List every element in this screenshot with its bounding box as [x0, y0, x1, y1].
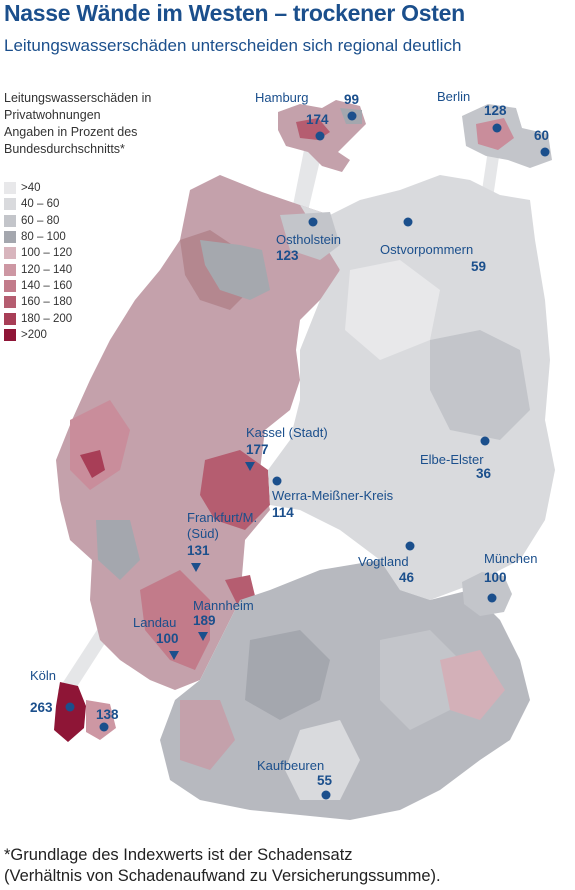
legend-title-line: Bundesdurchschnitts* — [4, 142, 125, 156]
marker-ostvorpommern — [403, 217, 413, 227]
label-frankfurt-2: (Süd) — [187, 526, 219, 541]
marker-frankfurt — [191, 563, 201, 572]
legend-swatch — [4, 312, 16, 325]
legend-item: 140 – 160 — [4, 278, 72, 294]
legend-label: 180 – 200 — [21, 312, 73, 325]
legend-title: Leitungswasserschäden in Privatwohnungen… — [4, 90, 194, 158]
footnote-line: (Verhältnis von Schadenaufwand zu Versic… — [4, 867, 441, 885]
value-berlin: 128 — [484, 103, 507, 118]
marker-berlin-2 — [540, 147, 550, 157]
legend-label: >200 — [21, 328, 47, 341]
legend-item: 180 – 200 — [4, 310, 72, 326]
legend-item: 120 – 140 — [4, 261, 72, 277]
legend-label: 40 – 60 — [21, 198, 60, 211]
label-kassel: Kassel (Stadt) — [246, 425, 328, 440]
legend-item: 80 – 100 — [4, 229, 72, 245]
label-landau: Landau — [133, 615, 176, 630]
legend-swatch — [4, 247, 16, 260]
marker-kassel — [245, 462, 255, 471]
label-werra: Werra-Meißner-Kreis — [272, 488, 394, 503]
value-werra: 114 — [272, 505, 294, 520]
legend-item: >40 — [4, 180, 72, 196]
value-muenchen: 100 — [484, 570, 507, 585]
marker-vogtland — [405, 541, 415, 551]
germany-south — [160, 560, 530, 820]
marker-ostholstein — [308, 217, 318, 227]
legend-label: 80 – 100 — [21, 231, 66, 244]
marker-hamburg — [315, 131, 325, 141]
label-kaufbeuren: Kaufbeuren — [257, 758, 324, 773]
germany-east — [268, 175, 555, 600]
label-elbe-elster: Elbe-Elster — [420, 452, 484, 467]
legend-swatch — [4, 296, 16, 309]
label-hamburg: Hamburg — [255, 90, 308, 105]
marker-koeln — [65, 702, 75, 712]
label-vogtland: Vogtland — [358, 554, 409, 569]
value-landau: 100 — [156, 631, 179, 646]
value-ostholstein: 123 — [276, 248, 299, 263]
value-kassel: 177 — [246, 442, 269, 457]
label-muenchen: München — [484, 551, 537, 566]
legend-item: >200 — [4, 327, 72, 343]
germany-west — [56, 175, 345, 690]
value-ostvorpommern: 59 — [471, 259, 486, 274]
value-kaufbeuren: 55 — [317, 773, 333, 788]
legend-title-line: Privatwohnungen — [4, 108, 101, 122]
inset-muenchen — [462, 572, 512, 616]
value-koeln-2: 138 — [96, 707, 119, 722]
legend-label: 140 – 160 — [21, 279, 73, 292]
value-hamburg-2: 99 — [344, 92, 359, 107]
legend-swatch — [4, 214, 16, 227]
marker-elbe-elster — [480, 436, 490, 446]
label-ostholstein: Ostholstein — [276, 232, 341, 247]
region-labels: Hamburg 174 99 Berlin 128 60 Ostholstein… — [30, 89, 550, 800]
legend-label: >40 — [21, 182, 41, 195]
label-berlin: Berlin — [437, 89, 470, 104]
page-title: Nasse Wände im Westen – trockener Osten — [4, 0, 465, 26]
value-koeln: 263 — [30, 700, 53, 715]
label-mannheim: Mannheim — [193, 598, 254, 613]
legend-swatch — [4, 182, 16, 195]
label-ostvorpommern: Ostvorpommern — [380, 242, 473, 257]
legend-item: 100 – 120 — [4, 245, 72, 261]
inset-berlin — [462, 104, 552, 168]
inset-koeln — [54, 682, 116, 742]
value-frankfurt: 131 — [187, 543, 210, 558]
marker-hamburg-2 — [347, 111, 357, 121]
legend-label: 100 – 120 — [21, 247, 73, 260]
legend-label: 60 – 80 — [21, 214, 60, 227]
legend-item: 40 – 60 — [4, 196, 72, 212]
marker-kaufbeuren — [321, 790, 331, 800]
marker-berlin — [492, 123, 502, 133]
legend-swatch — [4, 198, 16, 211]
marker-koeln-2 — [99, 722, 109, 732]
marker-landau — [169, 651, 179, 660]
value-hamburg: 174 — [306, 112, 329, 127]
footnote: *Grundlage des Indexwerts ist der Schade… — [4, 845, 574, 887]
legend-label: 160 – 180 — [21, 296, 73, 309]
marker-werra — [272, 476, 282, 486]
legend-item: 60 – 80 — [4, 213, 72, 229]
marker-mannheim — [198, 632, 208, 641]
value-mannheim: 189 — [193, 613, 216, 628]
footnote-line: *Grundlage des Indexwerts ist der Schade… — [4, 846, 353, 864]
legend-swatch — [4, 231, 16, 244]
legend-swatch — [4, 279, 16, 292]
legend-label: 120 – 140 — [21, 263, 73, 276]
label-frankfurt-1: Frankfurt/M. — [187, 510, 257, 525]
value-vogtland: 46 — [399, 570, 415, 585]
page-subtitle: Leitungswasserschäden unterscheiden sich… — [4, 36, 462, 55]
marker-muenchen — [487, 593, 497, 603]
legend: >40 40 – 60 60 – 80 80 – 100 100 – 120 120 – … — [4, 180, 72, 343]
label-koeln: Köln — [30, 668, 56, 683]
legend-title-line: Angaben in Prozent des — [4, 125, 138, 139]
legend-item: 160 – 180 — [4, 294, 72, 310]
value-berlin-2: 60 — [534, 128, 549, 143]
value-elbe-elster: 36 — [476, 466, 492, 481]
legend-swatch — [4, 263, 16, 276]
legend-title-line: Leitungswasserschäden in — [4, 91, 152, 105]
legend-swatch — [4, 328, 16, 341]
